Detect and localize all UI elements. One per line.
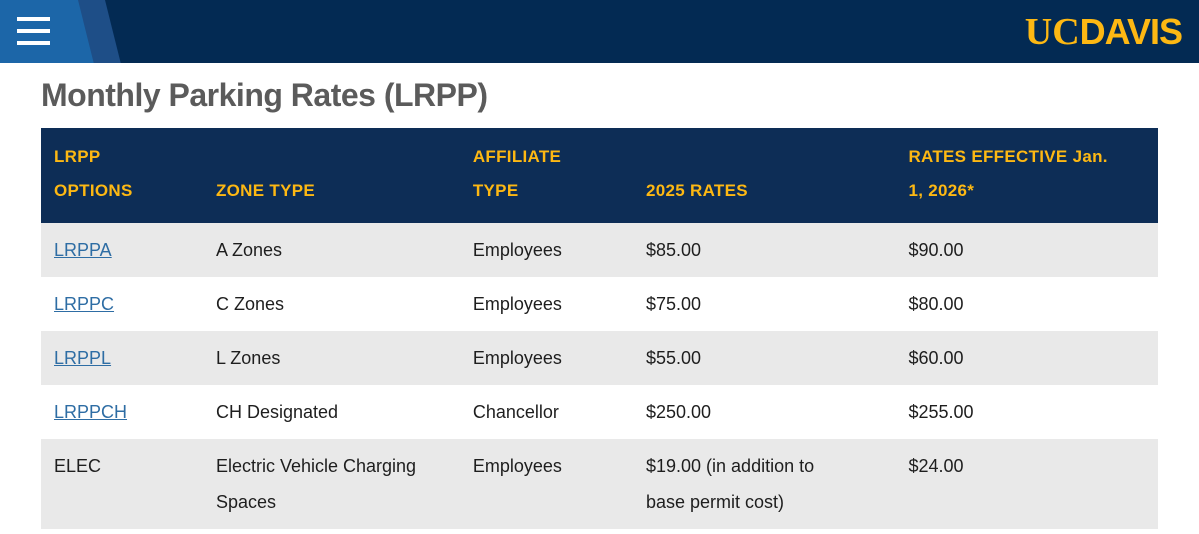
- cell-2025-rate: $19.00 (in addition to base permit cost): [645, 456, 815, 512]
- cell-2026-rate: $255.00: [908, 402, 974, 422]
- cell-zone-type: Electric Vehicle Charging Spaces: [215, 456, 417, 512]
- table-header-row: LRPP OPTIONS ZONE TYPE AFFILIATE TYPE 2025…: [41, 128, 1158, 223]
- cell-option: LRPPL: [41, 331, 203, 385]
- cell-2025-rate: $75.00: [645, 294, 702, 314]
- cell-affiliate-type: Employees: [472, 240, 562, 260]
- lrppl-link[interactable]: LRPPL: [54, 348, 112, 368]
- col-header-rates-effective-2026: RATES EFFECTIVE Jan. 1, 2026*: [895, 128, 1158, 223]
- cell-zone-type: L Zones: [215, 348, 281, 368]
- cell-affiliate-type: Chancellor: [472, 402, 559, 422]
- hamburger-icon: [17, 17, 50, 21]
- cell-zone-type: C Zones: [215, 294, 284, 314]
- cell-option: LRPPC: [41, 277, 203, 331]
- ucdavis-logo[interactable]: UCDAVIS: [1024, 10, 1183, 53]
- lrppch-link[interactable]: LRPPCH: [54, 402, 128, 422]
- lrppa-link[interactable]: LRPPA: [54, 240, 112, 260]
- cell-option: LRPPCH: [41, 385, 203, 439]
- cell-option: ELEC: [41, 439, 203, 529]
- top-navigation-bar: UCDAVIS: [0, 0, 1199, 63]
- logo-davis-text: DAVIS: [1079, 10, 1183, 52]
- cell-zone-type: CH Designated: [215, 402, 339, 422]
- cell-2025-rate: $55.00: [645, 348, 702, 368]
- table-row-lrppc: LRPPC C Zones Employees $75.00 $80.00: [41, 277, 1158, 331]
- table-row-elec: ELEC Electric Vehicle Charging Spaces Em…: [41, 439, 1158, 529]
- table-row-lrppch: LRPPCH CH Designated Chancellor $250.00 …: [41, 385, 1158, 439]
- cell-2026-rate: $80.00: [908, 294, 964, 314]
- cell-2026-rate: $90.00: [908, 240, 964, 260]
- col-header-2025-rates: 2025 RATES: [632, 128, 896, 223]
- cell-option: LRPPA: [41, 223, 203, 277]
- col-header-affiliate-type: AFFILIATE TYPE: [459, 128, 633, 223]
- cell-affiliate-type: Employees: [472, 456, 562, 476]
- elec-label: ELEC: [54, 456, 102, 476]
- cell-affiliate-type: Employees: [472, 294, 562, 314]
- cell-zone-type: A Zones: [215, 240, 282, 260]
- hamburger-menu-button[interactable]: [17, 17, 50, 45]
- col-header-zone-type: ZONE TYPE: [202, 128, 460, 223]
- logo-uc-text: UC: [1024, 10, 1080, 53]
- lrppc-link[interactable]: LRPPC: [54, 294, 115, 314]
- cell-affiliate-type: Employees: [472, 348, 562, 368]
- hamburger-icon: [17, 29, 50, 33]
- cell-2026-rate: $60.00: [908, 348, 964, 368]
- page-title: Monthly Parking Rates (LRPP): [41, 77, 488, 113]
- cell-2025-rate: $85.00: [645, 240, 702, 260]
- col-header-lrpp-options: LRPP OPTIONS: [41, 128, 203, 223]
- table-row-lrppl: LRPPL L Zones Employees $55.00 $60.00: [41, 331, 1158, 385]
- parking-rates-table: LRPP OPTIONS ZONE TYPE AFFILIATE TYPE 2025…: [41, 128, 1158, 529]
- main-content: Monthly Parking Rates (LRPP) LRPP OPTIONS…: [0, 63, 1199, 529]
- cell-2025-rate: $250.00: [645, 402, 712, 422]
- table-row-lrppa: LRPPA A Zones Employees $85.00 $90.00: [41, 223, 1158, 277]
- cell-2026-rate: $24.00: [908, 456, 964, 476]
- hamburger-icon: [17, 41, 50, 45]
